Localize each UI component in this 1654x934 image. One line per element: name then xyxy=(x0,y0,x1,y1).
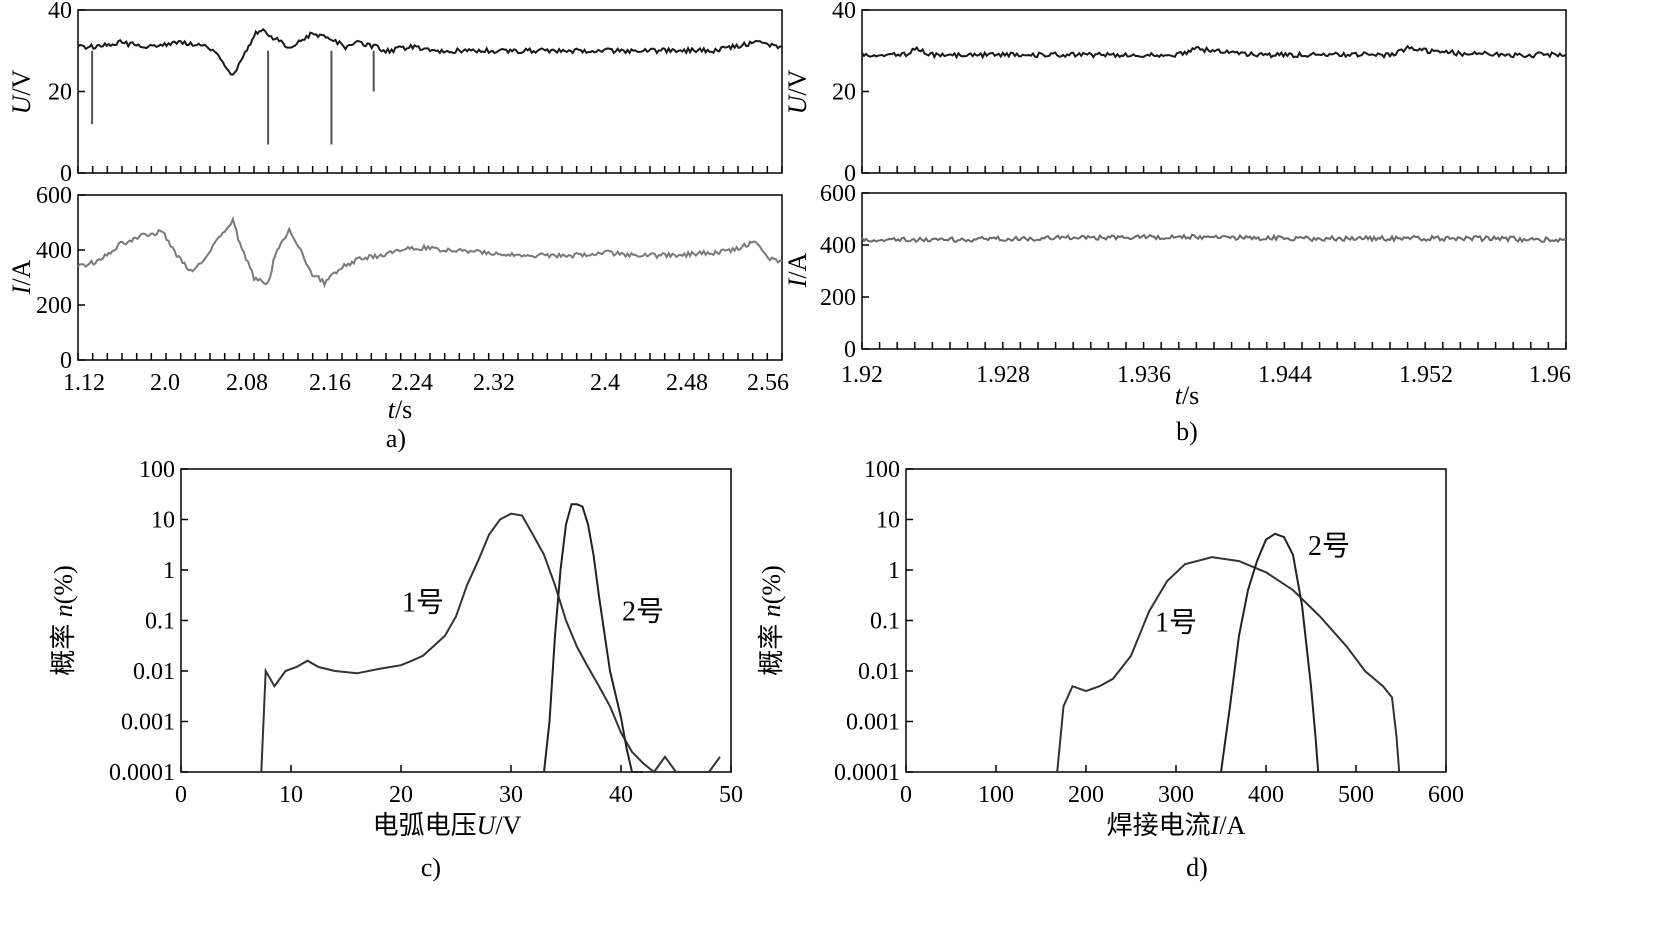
panel-a-x-tick-label: 2.24 xyxy=(391,370,433,396)
panel-b-voltage-y-tick-label: 0 xyxy=(844,161,856,187)
panel-c-caption: c) xyxy=(421,853,441,882)
panel-a-x-tick-label: 2.0 xyxy=(150,370,180,396)
panel-a-voltage-y-tick-label: 20 xyxy=(48,80,72,106)
panel-a-voltage-series-line xyxy=(77,27,783,76)
panel-b-current-y-tick-label: 0 xyxy=(844,337,856,363)
panel-d-series-line xyxy=(1220,532,1320,773)
panel-c-series-label: 2号 xyxy=(622,597,664,628)
panel-a-voltage-y-tick-label: 0 xyxy=(60,161,72,187)
panel-c-y-tick-label: 0.1 xyxy=(145,609,175,635)
panel-d-series-line xyxy=(1056,556,1401,773)
panel-b-voltage-frame xyxy=(861,9,1567,174)
panel-d-x-tick-label: 100 xyxy=(978,782,1014,808)
panel-d-x-tick-label: 600 xyxy=(1428,782,1464,808)
panel-a-caption: a) xyxy=(386,424,406,453)
panel-b-x-tick-label: 1.952 xyxy=(1399,362,1453,388)
panel-a-voltage-y-tick-label: 40 xyxy=(48,0,72,24)
panel-c-y-tick-label: 0.0001 xyxy=(109,760,175,786)
panel-d-x-tick-label: 300 xyxy=(1158,782,1194,808)
panel-d-x-tick-label: 400 xyxy=(1248,782,1284,808)
panel-b-current-series-line xyxy=(861,233,1567,244)
panel-c-x-axis-label: 电弧电压U/V xyxy=(373,811,522,840)
panel-d-y-axis-label: 概率 n(%) xyxy=(757,565,786,676)
panel-d-caption: d) xyxy=(1186,853,1208,882)
panel-c-x-tick-label: 40 xyxy=(609,782,633,808)
panel-b-x-tick-label: 1.96 xyxy=(1529,362,1571,388)
panel-c-y-tick-label: 1 xyxy=(163,558,175,584)
panel-d-y-tick-label: 0.0001 xyxy=(834,760,900,786)
panel-b-x-tick-label: 1.936 xyxy=(1117,362,1171,388)
panel-c-y-tick-label: 0.001 xyxy=(121,710,175,736)
panel-b-voltage-y-tick-label: 40 xyxy=(832,0,856,24)
panel-b-voltage-y-axis-label: U/V xyxy=(783,69,812,114)
panel-a-current-y-tick-label: 200 xyxy=(36,293,72,319)
panel-d-y-tick-label: 100 xyxy=(864,457,900,483)
panel-b-x-tick-label: 1.928 xyxy=(976,362,1030,388)
panel-b-current-y-tick-label: 600 xyxy=(820,181,856,207)
panel-d-x-tick-label: 0 xyxy=(900,782,912,808)
panel-d-y-tick-label: 0.1 xyxy=(870,609,900,635)
panel-c-x-tick-label: 10 xyxy=(279,782,303,808)
panel-a-x-tick-label: 2.16 xyxy=(309,370,351,396)
panel-c-y-axis-label: 概率 n(%) xyxy=(49,565,78,676)
panel-d-y-tick-label: 0.01 xyxy=(858,659,900,685)
panel-b-current-y-tick-label: 200 xyxy=(820,285,856,311)
panel-a-x-tick-label: 2.32 xyxy=(473,370,515,396)
panel-a-x-tick-label: 2.08 xyxy=(226,370,268,396)
panel-a-current-frame xyxy=(77,194,783,361)
panel-d-series-label: 2号 xyxy=(1308,531,1350,562)
panel-a-x-tick-label: 1.12 xyxy=(63,370,105,396)
panel-a-x-tick-label: 2.4 xyxy=(590,370,620,396)
panel-b-x-tick-label: 1.944 xyxy=(1258,362,1312,388)
panel-a-current-y-tick-label: 0 xyxy=(60,348,72,374)
panel-d-x-tick-label: 500 xyxy=(1338,782,1374,808)
panel-b-voltage-y-tick-label: 20 xyxy=(832,80,856,106)
panel-a-x-tick-label: 2.48 xyxy=(666,370,708,396)
panel-d-x-tick-label: 200 xyxy=(1068,782,1104,808)
panel-d-y-tick-label: 1 xyxy=(888,558,900,584)
panel-c-x-tick-label: 50 xyxy=(719,782,743,808)
panel-c-y-tick-label: 100 xyxy=(139,457,175,483)
panel-b-current-y-tick-label: 400 xyxy=(820,233,856,259)
panel-d-series-label: 1号 xyxy=(1155,608,1197,639)
panel-a-current-y-tick-label: 400 xyxy=(36,238,72,264)
panel-a-current-y-axis-label: I/A xyxy=(7,259,36,295)
panel-a-voltage-frame xyxy=(77,9,783,174)
panel-c-x-tick-label: 20 xyxy=(389,782,413,808)
panel-c-x-tick-label: 30 xyxy=(499,782,523,808)
panel-b-current-frame xyxy=(861,192,1567,350)
panel-c-series-line xyxy=(543,503,643,773)
panel-d-x-axis-label: 焊接电流I/A xyxy=(1107,811,1246,840)
panel-c-y-tick-label: 10 xyxy=(151,508,175,534)
panel-a-current-series-line xyxy=(77,215,783,289)
panel-a-x-tick-label: 2.56 xyxy=(747,370,789,396)
panel-b-current-y-axis-label: I/A xyxy=(783,252,812,288)
panel-b-caption: b) xyxy=(1176,417,1198,446)
panel-c-y-tick-label: 0.01 xyxy=(133,659,175,685)
panel-a-current-y-tick-label: 600 xyxy=(36,183,72,209)
panel-c-series-label: 1号 xyxy=(402,588,444,619)
panel-d-y-tick-label: 10 xyxy=(876,508,900,534)
panel-c-series-line xyxy=(260,512,721,774)
panel-a-voltage-y-axis-label: U/V xyxy=(7,69,36,114)
panel-b-voltage-series-line xyxy=(861,44,1567,60)
panel-b-x-tick-label: 1.92 xyxy=(841,362,883,388)
panel-d-y-tick-label: 0.001 xyxy=(846,710,900,736)
panel-c-x-tick-label: 0 xyxy=(175,782,187,808)
panel-a-x-axis-label: t/s xyxy=(388,395,413,424)
panel-b-x-axis-label: t/s xyxy=(1175,381,1200,410)
